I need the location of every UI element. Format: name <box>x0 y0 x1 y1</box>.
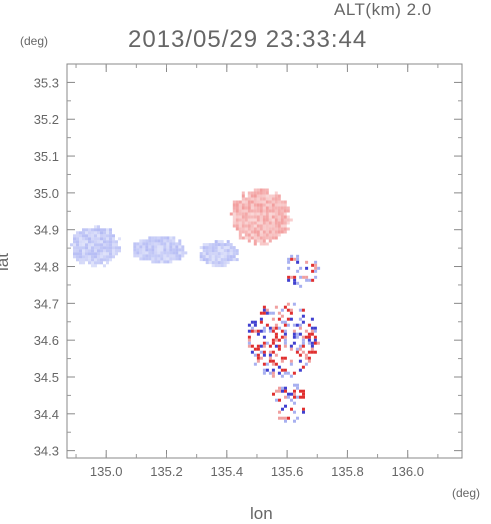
x-tick-label-2: 135.4 <box>211 464 244 479</box>
timestamp-title: 2013/05/29 23:33:44 <box>128 26 368 53</box>
echo-region-4 <box>287 254 321 288</box>
y-tick-label-5: 34.8 <box>34 260 59 275</box>
y-tick-label-1: 34.4 <box>34 407 59 422</box>
y-tick-label-0: 34.3 <box>34 444 59 459</box>
x-axis-unit: (deg) <box>452 486 481 500</box>
echo-layer <box>70 188 321 423</box>
echo-region-2 <box>199 240 239 268</box>
x-axis-label: lon <box>250 504 273 523</box>
x-tick-label-1: 135.2 <box>150 464 183 479</box>
y-tick-label-6: 34.9 <box>34 223 59 238</box>
plot-frame <box>66 63 463 459</box>
y-tick-label-8: 35.1 <box>34 149 59 164</box>
echo-region-1 <box>133 236 188 264</box>
y-axis-unit: (deg) <box>20 34 49 48</box>
y-tick-label-3: 34.6 <box>34 333 59 348</box>
x-tick-label-3: 135.6 <box>271 464 304 479</box>
y-tick-label-10: 35.3 <box>34 75 59 90</box>
x-tick-label-4: 135.8 <box>331 464 364 479</box>
echo-region-0 <box>70 225 121 268</box>
x-tick-label-5: 136.0 <box>391 464 424 479</box>
axis-ticks: 135.0 135.2 135.4 135.6 135.8 136.0 34.3 34.4 34… <box>34 64 462 479</box>
echo-region-3 <box>229 188 293 246</box>
y-tick-label-4: 34.7 <box>34 296 59 311</box>
y-tick-label-2: 34.5 <box>34 370 59 385</box>
echo-region-5 <box>247 302 320 378</box>
y-tick-label-9: 35.2 <box>34 112 59 127</box>
y-tick-label-7: 35.0 <box>34 186 59 201</box>
x-tick-label-0: 135.0 <box>90 464 123 479</box>
echo-region-6 <box>272 383 305 423</box>
altitude-label: ALT(km) 2.0 <box>334 0 432 19</box>
